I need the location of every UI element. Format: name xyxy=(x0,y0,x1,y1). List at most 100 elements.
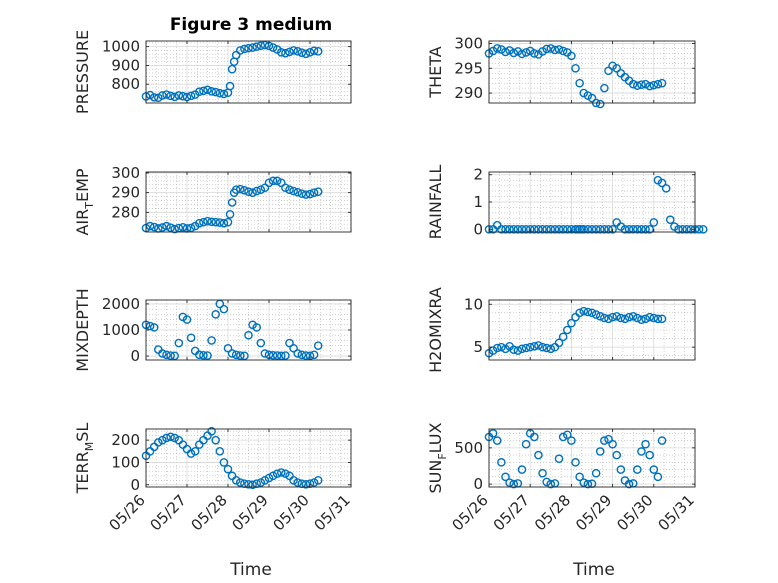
data-point xyxy=(281,183,290,193)
data-point xyxy=(252,323,262,332)
data-point xyxy=(488,429,498,438)
data-point xyxy=(256,478,266,487)
data-point xyxy=(199,351,208,360)
y-axis-label: PRESSURE xyxy=(73,30,92,114)
data-point xyxy=(297,48,307,57)
data-point xyxy=(207,426,216,436)
data-point xyxy=(166,432,175,442)
data-point xyxy=(620,224,630,234)
data-point xyxy=(293,349,303,358)
data-point xyxy=(268,471,278,481)
data-point xyxy=(521,48,531,57)
data-point xyxy=(604,314,613,324)
subplot-5: 0 1000 2000 MIXDEPTH xyxy=(73,288,352,372)
data-point xyxy=(633,465,642,474)
data-point xyxy=(231,350,241,360)
data-point xyxy=(166,223,175,232)
y-tick-label: 1000 xyxy=(102,38,140,56)
data-point xyxy=(505,224,514,234)
data-point xyxy=(661,184,671,193)
data-point xyxy=(219,218,229,228)
y-tick-label: 290 xyxy=(454,84,483,102)
data-point xyxy=(542,44,551,54)
data-point xyxy=(227,64,237,74)
data-point xyxy=(309,46,319,56)
data-point xyxy=(575,472,584,482)
data-point xyxy=(583,479,593,489)
data-point xyxy=(149,323,159,332)
axes-box xyxy=(488,40,696,104)
data-point xyxy=(624,312,634,322)
data-point xyxy=(260,349,270,358)
data-point xyxy=(223,217,233,227)
data-point xyxy=(600,224,609,234)
data-point xyxy=(645,224,654,234)
data-point xyxy=(174,91,184,100)
data-point xyxy=(595,99,605,109)
data-point xyxy=(538,468,547,478)
data-point xyxy=(215,88,225,98)
data-point xyxy=(219,89,229,99)
data-point xyxy=(203,216,212,226)
subplot-4: 0 1 2 RAINFALL xyxy=(426,165,708,239)
data-point xyxy=(190,447,200,456)
data-point xyxy=(600,313,609,323)
data-point xyxy=(641,79,650,89)
data-point xyxy=(587,93,597,103)
data-point xyxy=(240,44,249,54)
data-point xyxy=(608,312,617,322)
data-point xyxy=(665,215,675,225)
data-point xyxy=(158,435,167,445)
data-point xyxy=(616,313,626,323)
data-point xyxy=(604,66,613,76)
data-point xyxy=(649,313,659,323)
y-axis-label: TERRMSL xyxy=(73,423,96,495)
data-point xyxy=(542,343,551,353)
data-point xyxy=(608,439,617,449)
data-point xyxy=(612,311,622,321)
data-point xyxy=(653,314,663,324)
data-point xyxy=(571,63,580,73)
data-point xyxy=(272,176,282,186)
data-point xyxy=(505,478,514,487)
data-point xyxy=(558,432,568,442)
data-point xyxy=(174,338,184,348)
y-tick-label: 280 xyxy=(111,203,140,221)
data-point xyxy=(591,468,601,478)
data-point xyxy=(550,224,560,234)
data-point xyxy=(207,217,216,227)
data-point xyxy=(509,345,519,355)
data-point xyxy=(591,310,601,319)
data-point xyxy=(240,351,249,361)
y-tick-label: 0 xyxy=(130,476,140,494)
data-point xyxy=(289,46,298,55)
data-point xyxy=(178,222,188,232)
data-point xyxy=(297,350,307,360)
data-point xyxy=(497,224,506,234)
data-point xyxy=(497,458,506,467)
data-point xyxy=(211,87,220,97)
data-point xyxy=(235,184,245,194)
data-point xyxy=(624,479,634,489)
data-point xyxy=(530,432,539,442)
data-point xyxy=(641,314,650,324)
data-point xyxy=(211,435,220,445)
data-point xyxy=(252,42,262,51)
data-point xyxy=(530,224,539,234)
axes-box xyxy=(145,171,352,233)
y-tick-label: 300 xyxy=(454,34,483,52)
data-point xyxy=(517,49,527,59)
data-point xyxy=(252,186,262,196)
y-tick-label: 2 xyxy=(473,166,483,184)
data-point xyxy=(297,189,307,198)
data-point xyxy=(562,430,572,440)
data-point xyxy=(219,458,229,467)
data-point xyxy=(215,447,225,456)
data-point xyxy=(244,480,253,489)
data-point xyxy=(583,307,593,317)
data-point xyxy=(657,314,667,324)
axes-box xyxy=(488,299,696,361)
data-point xyxy=(158,223,167,232)
data-point xyxy=(538,342,547,352)
